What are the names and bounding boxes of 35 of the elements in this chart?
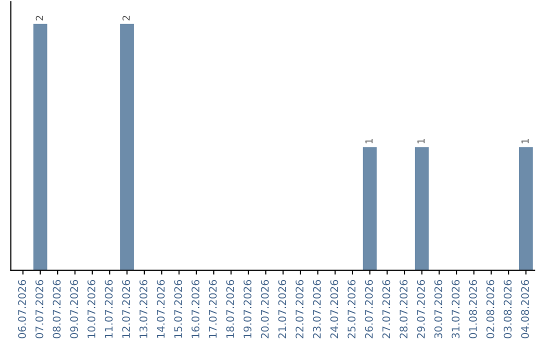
x-tick-label: 24.07.2026 — [330, 280, 338, 338]
x-tick-label: 31.07.2026 — [452, 280, 460, 338]
x-tick-label: 15.07.2026 — [174, 280, 182, 338]
x-tick-label: 02.08.2026 — [486, 280, 494, 338]
x-tick-label: 25.07.2026 — [348, 280, 356, 338]
x-tick-label: 16.07.2026 — [192, 280, 200, 338]
data-label: 1 — [417, 139, 425, 144]
data-label: 2 — [36, 16, 43, 20]
data-label: 2 — [122, 16, 130, 20]
x-tick-label: 20.07.2026 — [260, 280, 269, 338]
x-tick-label: 21.07.2026 — [278, 280, 286, 338]
x-tick-label: 11.07.2026 — [104, 280, 113, 338]
x-tick-label: 30.07.2026 — [434, 280, 442, 338]
x-tick-label: 01.08.2026 — [469, 280, 477, 338]
x-tick-label: 18.07.2026 — [226, 280, 234, 338]
x-tick-label: 04.08.2026 — [521, 280, 529, 338]
x-tick-label: 22.07.2026 — [296, 280, 304, 338]
x-tick-label: 09.07.2026 — [70, 280, 78, 338]
x-tick-label: 14.07.2026 — [156, 280, 165, 338]
x-tick-label: 23.07.2026 — [312, 280, 321, 338]
x-tick-label: 10.07.2026 — [87, 280, 96, 338]
x-tick-label: 12.07.2026 — [122, 280, 130, 338]
x-tick-label: 17.07.2026 — [208, 280, 217, 338]
x-tick-label: 28.07.2026 — [400, 280, 408, 338]
x-tick-label: 19.07.2026 — [244, 280, 252, 338]
x-tick-label: 07.07.2026 — [35, 280, 44, 338]
x-tick-label: 27.07.2026 — [382, 280, 390, 338]
x-tick-label: 08.07.2026 — [52, 280, 61, 338]
x-tick-label: 13.07.2026 — [139, 280, 148, 338]
x-tick-label: 06.07.2026 — [18, 280, 26, 338]
x-tick-label: 29.07.2026 — [417, 280, 425, 338]
x-tick-label: 26.07.2026 — [364, 280, 373, 338]
data-label: 1 — [365, 139, 373, 144]
data-label: 1 — [522, 139, 529, 144]
x-tick-label: 03.08.2026 — [504, 280, 512, 338]
